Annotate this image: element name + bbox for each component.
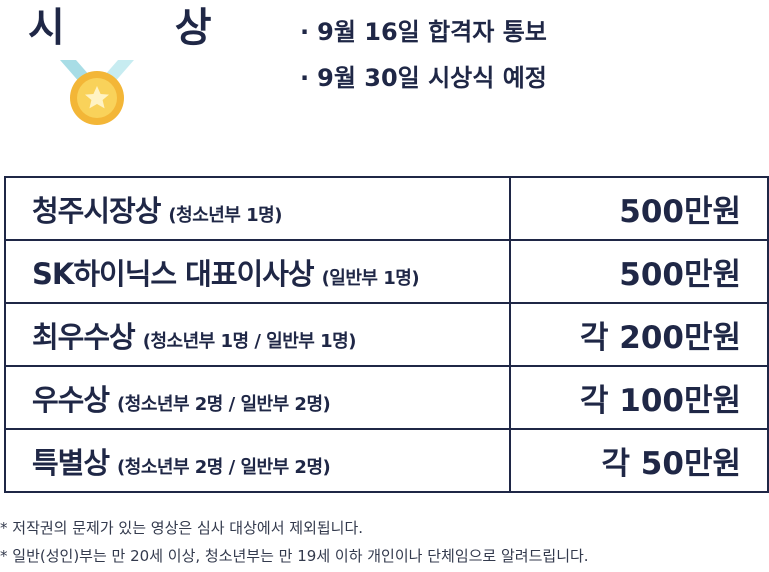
page-title: 시 상 bbox=[28, 5, 260, 51]
footnote-list: * 저작권의 문제가 있는 영상은 심사 대상에서 제외됩니다. * 일반(성인… bbox=[0, 514, 589, 570]
award-note: (청소년부 1명 / 일반부 1명) bbox=[142, 330, 357, 352]
award-prize: 각 100만원 bbox=[509, 365, 769, 430]
footnote: * 일반(성인)부는 만 20세 이상, 청소년부는 만 19세 이하 개인이나… bbox=[0, 547, 589, 565]
notice-list: · 9월 16일 합격자 통보 · 9월 30일 시상식 예정 bbox=[300, 12, 547, 104]
award-title: SK하이닉스 대표이사상 bbox=[32, 256, 315, 291]
award-row: 특별상 (청소년부 2명 / 일반부 2명) 각 50만원 bbox=[4, 428, 769, 493]
award-prize: 각 50만원 bbox=[509, 428, 769, 493]
award-prize: 500만원 bbox=[509, 239, 769, 304]
notice-item: · 9월 30일 시상식 예정 bbox=[300, 64, 547, 92]
footnote: * 저작권의 문제가 있는 영상은 심사 대상에서 제외됩니다. bbox=[0, 519, 364, 537]
notice-item: · 9월 16일 합격자 통보 bbox=[300, 18, 547, 46]
award-note: (청소년부 2명 / 일반부 2명) bbox=[117, 393, 331, 415]
award-row: SK하이닉스 대표이사상 (일반부 1명) 500만원 bbox=[4, 239, 769, 304]
award-title: 특별상 bbox=[32, 445, 110, 480]
award-prize: 500만원 bbox=[509, 176, 769, 241]
award-title: 우수상 bbox=[32, 382, 110, 417]
award-row: 최우수상 (청소년부 1명 / 일반부 1명) 각 200만원 bbox=[4, 302, 769, 367]
award-table: 청주시장상 (청소년부 1명) 500만원 SK하이닉스 대표이사상 (일반부 1명… bbox=[4, 176, 769, 493]
award-row: 청주시장상 (청소년부 1명) 500만원 bbox=[4, 176, 769, 241]
award-row: 우수상 (청소년부 2명 / 일반부 2명) 각 100만원 bbox=[4, 365, 769, 430]
award-title: 청주시장상 bbox=[32, 193, 161, 228]
award-note: (청소년부 2명 / 일반부 2명) bbox=[117, 456, 331, 478]
medal-icon bbox=[60, 60, 134, 125]
award-title: 최우수상 bbox=[32, 319, 136, 354]
award-note: (일반부 1명) bbox=[321, 267, 420, 289]
award-prize: 각 200만원 bbox=[509, 302, 769, 367]
award-note: (청소년부 1명) bbox=[168, 204, 282, 226]
